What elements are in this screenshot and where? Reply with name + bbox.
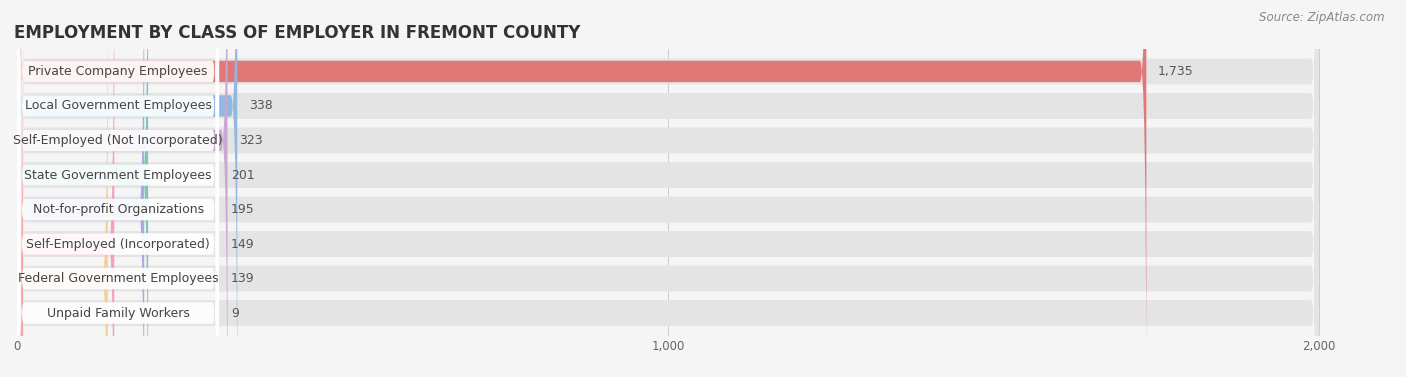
FancyBboxPatch shape xyxy=(17,0,238,377)
FancyBboxPatch shape xyxy=(17,0,219,377)
Text: 323: 323 xyxy=(239,134,263,147)
Text: Source: ZipAtlas.com: Source: ZipAtlas.com xyxy=(1260,11,1385,24)
FancyBboxPatch shape xyxy=(17,0,1319,377)
FancyBboxPatch shape xyxy=(17,0,108,377)
Text: Self-Employed (Not Incorporated): Self-Employed (Not Incorporated) xyxy=(14,134,224,147)
Text: 201: 201 xyxy=(231,169,254,181)
Text: EMPLOYMENT BY CLASS OF EMPLOYER IN FREMONT COUNTY: EMPLOYMENT BY CLASS OF EMPLOYER IN FREMO… xyxy=(14,24,581,42)
FancyBboxPatch shape xyxy=(17,0,219,377)
FancyBboxPatch shape xyxy=(17,0,219,377)
FancyBboxPatch shape xyxy=(17,0,145,377)
FancyBboxPatch shape xyxy=(17,0,219,377)
FancyBboxPatch shape xyxy=(17,0,219,377)
FancyBboxPatch shape xyxy=(17,0,228,377)
Text: 338: 338 xyxy=(249,100,273,112)
Text: 1,735: 1,735 xyxy=(1159,65,1194,78)
FancyBboxPatch shape xyxy=(17,0,1319,377)
FancyBboxPatch shape xyxy=(17,0,219,377)
FancyBboxPatch shape xyxy=(17,0,1319,377)
FancyBboxPatch shape xyxy=(17,0,24,377)
Text: Unpaid Family Workers: Unpaid Family Workers xyxy=(46,307,190,320)
FancyBboxPatch shape xyxy=(17,0,1319,377)
FancyBboxPatch shape xyxy=(17,0,1319,377)
FancyBboxPatch shape xyxy=(17,0,1319,377)
FancyBboxPatch shape xyxy=(17,0,148,377)
Text: Not-for-profit Organizations: Not-for-profit Organizations xyxy=(32,203,204,216)
Text: Private Company Employees: Private Company Employees xyxy=(28,65,208,78)
FancyBboxPatch shape xyxy=(17,0,1319,377)
FancyBboxPatch shape xyxy=(17,0,114,377)
Text: 9: 9 xyxy=(231,307,239,320)
Text: Local Government Employees: Local Government Employees xyxy=(25,100,212,112)
Text: 149: 149 xyxy=(231,238,254,251)
Text: Federal Government Employees: Federal Government Employees xyxy=(18,272,218,285)
Text: 139: 139 xyxy=(231,272,254,285)
FancyBboxPatch shape xyxy=(17,0,219,377)
Text: Self-Employed (Incorporated): Self-Employed (Incorporated) xyxy=(27,238,209,251)
FancyBboxPatch shape xyxy=(17,0,1146,377)
FancyBboxPatch shape xyxy=(17,0,1319,377)
Text: 195: 195 xyxy=(231,203,254,216)
FancyBboxPatch shape xyxy=(17,0,219,377)
Text: State Government Employees: State Government Employees xyxy=(24,169,212,181)
